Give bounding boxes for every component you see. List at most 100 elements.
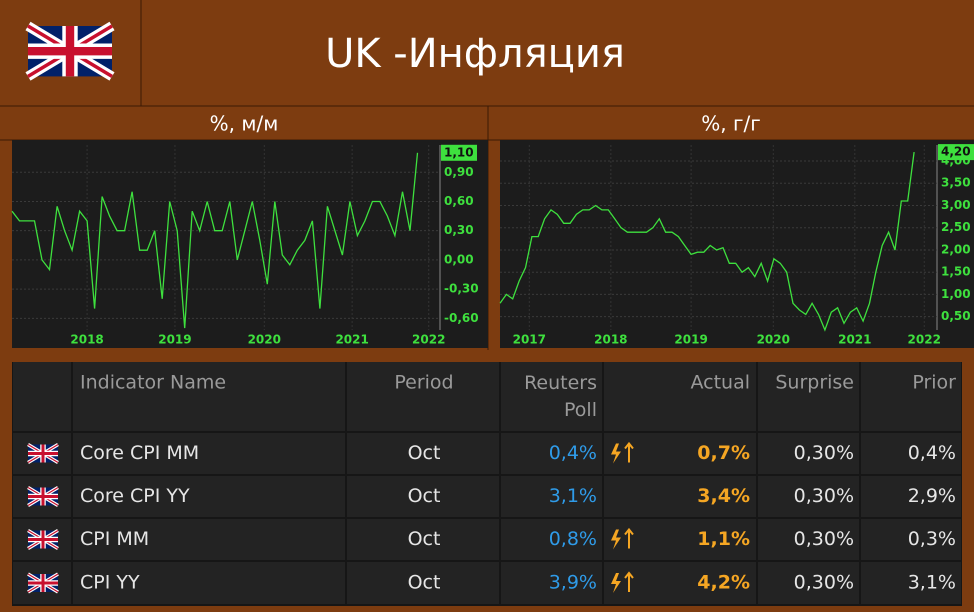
table-cell: [758, 519, 859, 560]
y-tick-label: -0,30: [444, 282, 479, 296]
column-header: Period: [394, 372, 453, 394]
column-header-line: Reuters: [524, 372, 597, 394]
prior: 0,4%: [908, 442, 956, 464]
prior: 2,9%: [908, 485, 956, 507]
surprise: 0,30%: [794, 572, 854, 594]
y-tick-label: 2,50: [941, 220, 971, 234]
table-cell: [501, 433, 602, 474]
beat-icon: [611, 573, 621, 593]
table-cell: [501, 362, 602, 431]
poll: 3,1%: [549, 485, 597, 507]
x-tick-label: 2019: [674, 333, 707, 347]
current-value-label: 1,10: [444, 145, 474, 159]
surprise: 0,30%: [794, 528, 854, 550]
actual: 0,7%: [697, 442, 750, 464]
period: Oct: [408, 572, 441, 594]
y-tick-label: 0,00: [444, 252, 474, 266]
x-tick-label: 2020: [248, 333, 281, 347]
y-tick-label: 0,60: [444, 194, 474, 208]
table-cell: [73, 476, 345, 517]
line: [499, 152, 915, 332]
y-tick-label: 1,00: [941, 287, 971, 301]
y-tick-label: 3,00: [941, 198, 971, 212]
x-tick-label: 2018: [70, 333, 103, 347]
row-flag: [28, 531, 58, 549]
actual: 3,4%: [697, 485, 750, 507]
chart-panel: [12, 140, 488, 348]
beat-icon: [611, 529, 621, 550]
table-cell: [861, 562, 961, 604]
actual: 1,1%: [697, 528, 750, 550]
line: [11, 152, 419, 329]
column-header: Indicator Name: [80, 372, 226, 394]
row-flag: [28, 488, 58, 506]
table-cell: [73, 433, 345, 474]
table-cell: [73, 362, 345, 431]
table-cell: [758, 476, 859, 517]
flag: [28, 531, 58, 549]
table-cell: [861, 362, 961, 431]
x-tick-label: 2022: [412, 333, 445, 347]
table-cell: [347, 362, 499, 431]
table-cell: [73, 562, 345, 604]
prior: 0,3%: [908, 528, 956, 550]
table-cell: [604, 476, 756, 517]
y-tick-label: 0,50: [941, 309, 971, 323]
column-header: Surprise: [775, 372, 854, 394]
table-cell: [758, 562, 859, 604]
column-header-line: Poll: [564, 399, 597, 421]
beat-arrow: [624, 441, 634, 463]
indicator-name: Core CPI YY: [80, 485, 190, 507]
x-tick-label: 2018: [594, 333, 627, 347]
column-header: Actual: [690, 372, 750, 394]
poll: 0,4%: [549, 442, 597, 464]
beat-icon: [611, 443, 621, 464]
table-cell: [347, 433, 499, 474]
current-value-box: [938, 144, 974, 161]
table-cell: [73, 519, 345, 560]
y-tick-label: 1,50: [941, 265, 971, 279]
period: Oct: [408, 442, 441, 464]
beat-arrow: [624, 527, 634, 549]
x-tick-label: 2017: [513, 333, 546, 347]
flag: [28, 574, 58, 592]
table-cell: [758, 362, 859, 431]
table-cell: [604, 362, 756, 431]
indicator-name: CPI YY: [80, 572, 140, 594]
chart-panel: [500, 140, 974, 348]
table-cell: [861, 519, 961, 560]
period: Oct: [408, 528, 441, 550]
table-cell: [758, 433, 859, 474]
table-cell: [861, 476, 961, 517]
poll: 3,9%: [549, 572, 597, 594]
period: Oct: [408, 485, 441, 507]
y-tick-label: 0,90: [444, 165, 474, 179]
poll: 0,8%: [549, 528, 597, 550]
actual: 4,2%: [697, 572, 750, 594]
title: UK -Инфляция: [325, 31, 625, 77]
table-cell: [501, 519, 602, 560]
surprise: 0,30%: [794, 442, 854, 464]
x-tick-label: 2020: [757, 333, 790, 347]
beat-arrow: [624, 571, 634, 592]
x-tick-label: 2021: [335, 333, 368, 347]
table-cell: [13, 362, 71, 431]
table-cell: [501, 562, 602, 604]
flag: [28, 26, 112, 76]
row-flag: [28, 574, 58, 592]
y-tick-label: 0,30: [444, 223, 474, 237]
table-cell: [347, 562, 499, 604]
flag: [28, 488, 58, 506]
prior: 3,1%: [908, 572, 956, 594]
x-tick-label: 2022: [908, 333, 941, 347]
row-flag: [28, 445, 58, 463]
column-header: Reuters Poll: [524, 372, 597, 421]
y-tick-label: -0,60: [444, 311, 479, 325]
flag: [28, 445, 58, 463]
column-header: Prior: [912, 372, 956, 394]
current-value-box: [441, 144, 477, 161]
table-cell: [347, 519, 499, 560]
y-tick-label: 3,50: [941, 176, 971, 190]
table-cell: [347, 476, 499, 517]
